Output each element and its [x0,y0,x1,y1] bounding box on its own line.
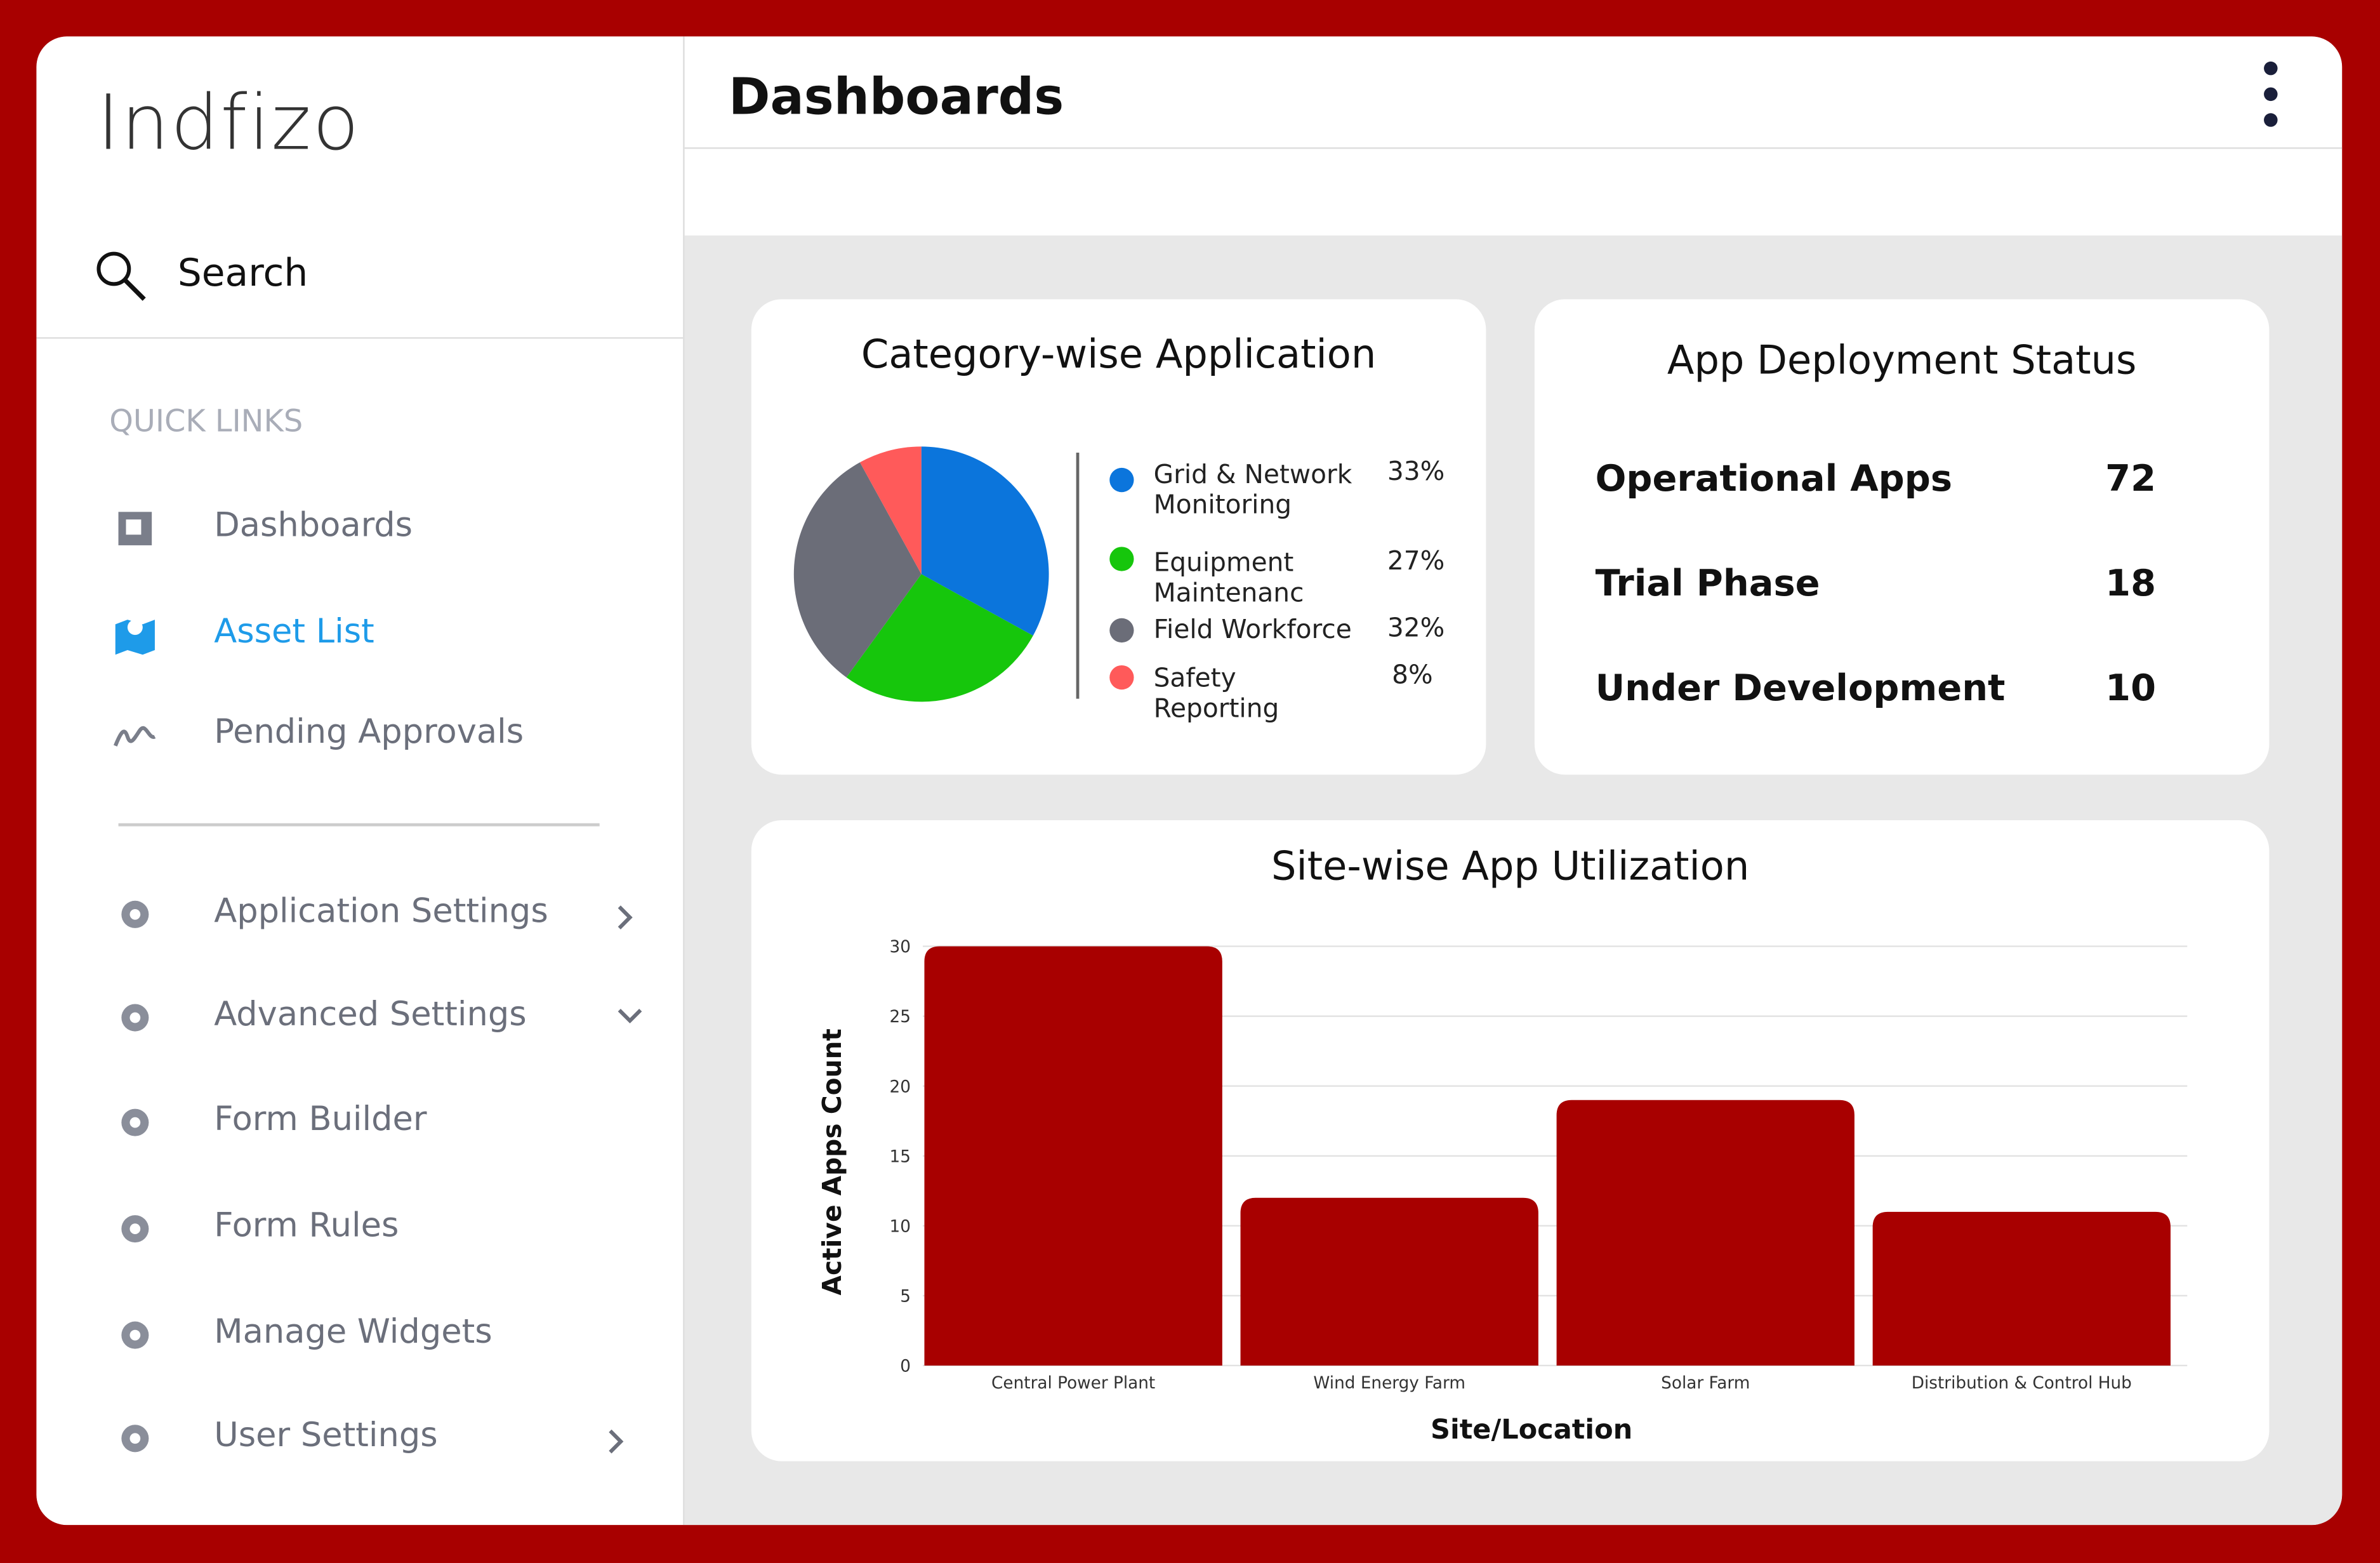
x-tick-label: Solar Farm [1661,1374,1750,1393]
search-icon [96,251,146,301]
legend-label: Field Workforce [1153,615,1352,646]
legend-label: Grid & Network Monitoring [1153,460,1352,521]
menu-button[interactable] [2256,61,2286,128]
bar [1240,1197,1538,1366]
y-tick-label: 5 [900,1287,911,1306]
nav-icon [121,900,149,928]
nav-icon [121,1425,149,1453]
status-value: 18 [2105,562,2157,605]
pie-card: Category-wise Application Grid & Network… [751,299,1486,775]
pie-slice [859,446,922,575]
bar-card: Site-wise App Utilization 0 5 10 15 20 25 30 Ce… [751,820,2270,1461]
status-card: App Deployment Status Operational Apps 72… [1534,299,2270,775]
status-label: Under Development [1595,667,2006,710]
status-label: Trial Phase [1595,562,1820,605]
chevron[interactable] [607,1428,635,1455]
legend-swatch [1109,467,1134,493]
x-tick-label: Distribution & Control Hub [1912,1374,2132,1393]
nav-icon [121,1321,149,1349]
legend-value: 27% [1387,547,1445,578]
x-axis-label: Site/Location [1431,1414,1632,1446]
nav-link[interactable]: Form Rules [214,1207,399,1246]
legend-value: 32% [1387,613,1445,644]
status-label: Operational Apps [1595,457,1953,500]
x-tick-label: Central Power Plant [991,1374,1155,1393]
y-axis-label: Active Apps Count [817,1028,847,1295]
status-value: 72 [2105,457,2157,500]
nav-icon [121,1004,149,1032]
legend-value: 8% [1392,660,1433,691]
pie-slice [846,574,1033,702]
bar [924,946,1222,1366]
legend-dot [1109,467,1134,493]
pie-slice [793,462,922,677]
dashboard-area: Category-wise Application Grid & Network… [684,235,2343,1526]
divider [683,36,685,1526]
chevron[interactable] [616,1007,644,1034]
nav-icon [115,620,155,655]
app-window: Indfizo Search QUICK LINKS Dashboards Ass… [36,36,2343,1526]
divider [118,823,600,827]
x-tick-label: Wind Energy Farm [1313,1374,1465,1393]
nav-link[interactable]: Asset List [214,613,374,652]
nav-link[interactable]: Advanced Settings [214,996,527,1035]
card-title: Category-wise Application [861,332,1377,378]
y-tick-label: 15 [889,1147,910,1166]
nav-link[interactable]: User Settings [214,1417,438,1456]
legend-dot [1109,665,1134,690]
search[interactable]: Search [177,250,308,295]
legend-dot [1109,547,1134,571]
y-tick-label: 10 [889,1217,910,1236]
y-tick-label: 0 [900,1357,911,1376]
divider [36,337,684,339]
legend-label: Safety Reporting [1153,663,1279,725]
y-tick-label: 25 [889,1008,910,1027]
card-title: App Deployment Status [1667,338,2137,385]
legend-label: Equipment Maintenanc [1153,548,1304,609]
bar-chart: 0 5 10 15 20 25 30 Central Power Plant Wind Ener… [817,938,2188,1446]
chevron[interactable] [616,904,644,931]
y-tick-label: 20 [889,1077,910,1096]
legend-swatch [1109,618,1134,643]
pie-chart [793,446,1080,702]
nav-link[interactable]: Application Settings [214,893,548,931]
nav-icon [113,726,156,747]
bar [1872,1211,2171,1366]
nav-link[interactable]: Pending Approvals [214,714,524,752]
pie-slice [921,446,1049,636]
y-tick-label: 30 [889,938,910,957]
nav-link[interactable]: Form Builder [214,1101,427,1140]
legend-value: 33% [1387,457,1445,488]
bar [1556,1100,1854,1366]
nav-icon [118,512,152,545]
page-title: Dashboards [728,67,1064,126]
section-label: QUICK LINKS [109,402,303,439]
card-title: Site-wise App Utilization [1271,844,1750,891]
nav-icon [121,1108,149,1136]
logo: Indfizo [97,79,361,168]
divider [684,147,2343,149]
nav-icon [121,1215,149,1243]
legend-swatch [1109,547,1134,571]
legend-dot [1109,618,1134,643]
status-value: 10 [2105,667,2157,710]
nav-link[interactable]: Manage Widgets [214,1314,493,1352]
nav-link[interactable]: Dashboards [214,507,413,545]
legend-swatch [1109,665,1134,690]
